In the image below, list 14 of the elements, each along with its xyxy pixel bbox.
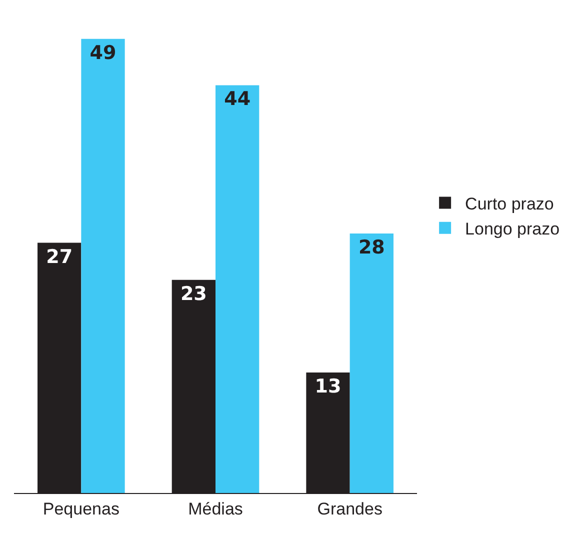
data-label: 44 bbox=[224, 88, 251, 110]
x-tick-label: Médias bbox=[188, 499, 243, 518]
data-label: 23 bbox=[180, 282, 207, 305]
data-label: 27 bbox=[46, 246, 73, 268]
legend-label: Longo prazo bbox=[465, 220, 560, 239]
x-tick-label: Pequenas bbox=[42, 499, 120, 518]
bar bbox=[81, 38, 125, 493]
bar bbox=[216, 85, 260, 493]
data-label: 13 bbox=[314, 376, 342, 398]
data-label: 28 bbox=[358, 236, 385, 259]
x-tick-label: Grandes bbox=[317, 499, 382, 518]
bar bbox=[350, 234, 394, 493]
legend-label: Curto prazo bbox=[465, 194, 554, 214]
data-label: 49 bbox=[90, 42, 116, 64]
